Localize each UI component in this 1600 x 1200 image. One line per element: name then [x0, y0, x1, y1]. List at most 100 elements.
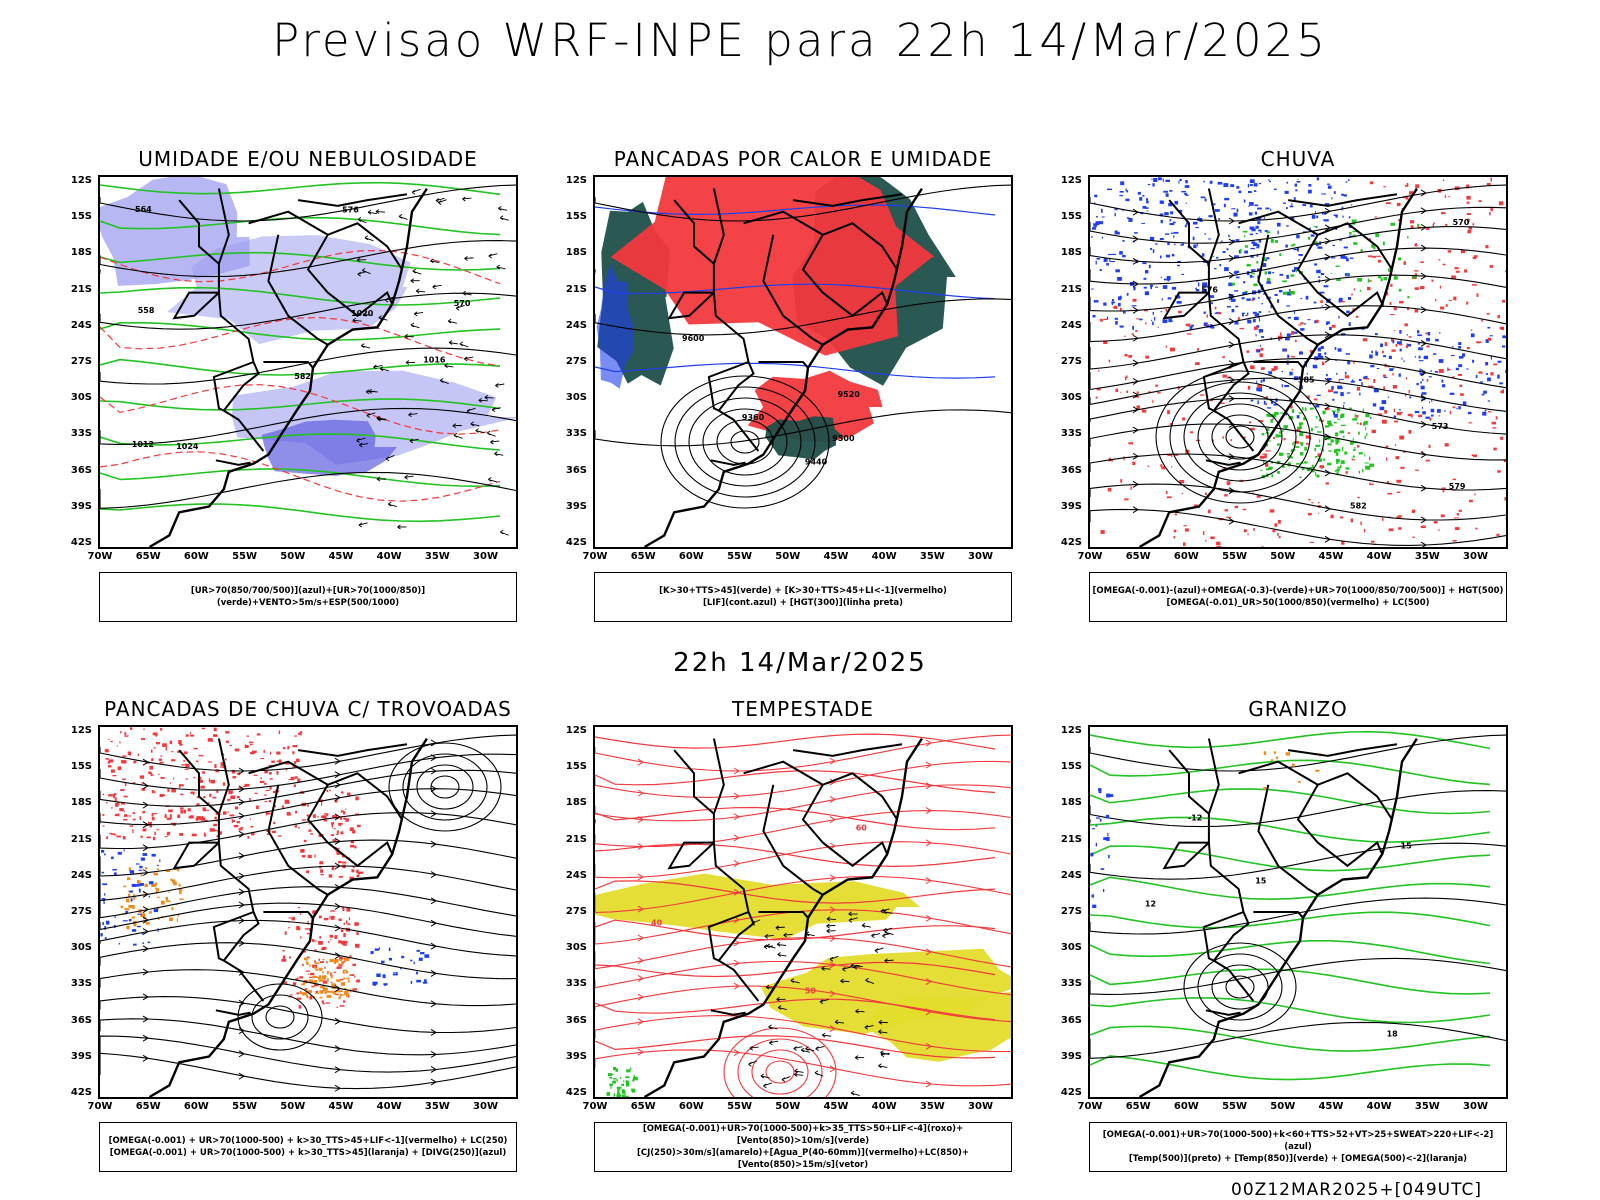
lat-tick-label: 42S: [565, 1087, 587, 1098]
legend-line-1: [UR>70(850/700/500)](azul)+[UR>70(1000/8…: [190, 586, 426, 608]
lon-tick-label: 60W: [1173, 551, 1199, 562]
map-umidade: 1012 1016 1020 1024 570 576 582 564 558: [98, 175, 518, 549]
lon-tick-label: 65W: [1125, 1101, 1151, 1112]
lon-tick-label: 65W: [1125, 551, 1151, 562]
lat-tick-label: 30S: [1060, 392, 1082, 404]
contour-label: 9520: [838, 390, 861, 399]
political-borders: [667, 188, 903, 466]
panel-tempestade: TEMPESTADE 50 40 60 [OMEGA(-0.001)+UR>70(1…: [553, 697, 1053, 1197]
lon-tick-label: 30W: [1463, 551, 1488, 562]
lon-tick-label: 30W: [473, 551, 498, 562]
panel-pancadas-calor: PANCADAS POR CALOR E UMIDADE 9600 9520 944…: [553, 147, 1053, 647]
lat-tick-label: 12S: [1060, 175, 1082, 186]
contour-label: 18: [1387, 1029, 1399, 1038]
temp-labels: -12 -15 12 15 18: [1145, 814, 1412, 1039]
panel-legend: [OMEGA(-0.001)-(azul)+OMEGA(-0.3)-(verde…: [1089, 572, 1507, 622]
lat-tick-label: 24S: [565, 319, 587, 331]
panel-title: PANCADAS POR CALOR E UMIDADE: [613, 147, 993, 171]
legend-line-2: [Temp(500)](preto) + [Temp(850)](verde) …: [1128, 1154, 1468, 1164]
political-borders: [667, 738, 903, 1016]
lat-tick-label: 21S: [1060, 833, 1082, 845]
lon-tick-label: 55W: [232, 551, 258, 562]
coastline: [100, 187, 428, 547]
lon-tick-label: 40W: [871, 551, 897, 562]
map-canvas: 1012 1016 1020 1024 570 576 582 564 558: [100, 177, 516, 547]
lat-tick-label: 21S: [70, 833, 92, 845]
lon-tick-label: 50W: [1270, 1101, 1296, 1112]
panel-granizo: GRANIZO -12 -15 12 15 18 [OMEGA(-0.001)+UR>7…: [1048, 697, 1548, 1197]
political-borders: [1162, 188, 1398, 466]
lon-tick-label: 70W: [87, 1101, 113, 1112]
lat-tick-label: 12S: [1060, 725, 1082, 736]
coastline: [100, 737, 428, 1097]
divergence-blue: [370, 947, 430, 986]
lat-tick-label: 18S: [565, 797, 587, 809]
contour-label: 60: [856, 823, 868, 832]
lon-tick-label: 40W: [1366, 1101, 1392, 1112]
legend-line-2: [OMEGA(-0.001) + UR>70(1000-500) + k>30_…: [109, 1148, 507, 1158]
lat-tick-label: 30S: [70, 942, 92, 954]
omega-green-area: [1212, 219, 1420, 299]
lon-tick-label: 40W: [376, 551, 402, 562]
lon-tick-label: 40W: [1366, 551, 1392, 562]
lon-tick-label: 60W: [1173, 1101, 1199, 1112]
legend-line-1: [OMEGA(-0.001) + UR>70(1000-500) + k>30_…: [108, 1136, 508, 1146]
lat-tick-label: 18S: [70, 247, 92, 259]
contour-label: 12: [1145, 899, 1156, 908]
contour-label: 9600: [682, 334, 705, 343]
lat-tick-label: 27S: [1060, 356, 1082, 367]
hgt300-contours: [595, 184, 1011, 447]
lon-tick-label: 40W: [871, 1101, 897, 1112]
lat-tick-label: 30S: [565, 392, 587, 404]
lat-tick-label: 36S: [70, 464, 92, 476]
lat-tick-label: 27S: [70, 906, 92, 917]
jet-core-yellow: [595, 873, 921, 940]
streamlines-lc850: [595, 734, 1011, 1088]
legend-line-1: [OMEGA(-0.001)+UR>70(1000-500)+k>35_TTS>…: [642, 1124, 964, 1146]
lon-tick-label: 50W: [1270, 551, 1296, 562]
lat-tick-label: 24S: [70, 869, 92, 881]
lon-tick-label: 35W: [1414, 551, 1440, 562]
lat-tick-label: 18S: [565, 247, 587, 259]
contour-label: 576: [342, 206, 359, 215]
lat-tick-label: 33S: [70, 978, 92, 990]
panel-title: UMIDADE E/OU NEBULOSIDADE: [138, 147, 478, 171]
lon-tick-label: 35W: [424, 551, 450, 562]
divergence-blue: [100, 849, 161, 946]
panel-legend: [UR>70(850/700/500)](azul)+[UR>70(1000/8…: [99, 572, 517, 622]
map-trovoadas: [98, 725, 518, 1099]
lat-tick-label: 21S: [70, 283, 92, 295]
lon-tick-label: 60W: [183, 551, 209, 562]
contour-label: 582: [1350, 502, 1367, 511]
wind-vectors: [352, 188, 509, 536]
page-title: Previsao WRF-INPE para 22h 14/Mar/2025: [272, 14, 1328, 67]
lon-tick-label: 60W: [678, 1101, 704, 1112]
lon-tick-label: 45W: [1318, 551, 1344, 562]
lon-tick-label: 30W: [473, 1101, 498, 1112]
lon-tick-label: 35W: [919, 551, 945, 562]
isobar-labels: 1012 1016 1020 1024 570 576 582 564 558: [132, 205, 471, 451]
lon-tick-label: 70W: [1077, 551, 1103, 562]
contour-label: 573: [1432, 422, 1449, 431]
legend-line-2: [OMEGA(-0.01)_UR>50(1000/850)(vermelho) …: [1166, 598, 1430, 608]
lat-tick-label: 12S: [70, 725, 92, 736]
lat-tick-label: 36S: [70, 1014, 92, 1026]
streamlines-lc250: [100, 734, 516, 1092]
jet-core-yellow: [863, 991, 1011, 1062]
political-borders: [172, 188, 408, 466]
lon-tick-label: 70W: [1077, 1101, 1103, 1112]
lat-tick-label: 39S: [70, 1050, 92, 1062]
thickness-contours: [100, 249, 501, 502]
coastline: [1090, 737, 1418, 1097]
lat-tick-label: 36S: [565, 1014, 587, 1026]
contour-label: 585: [1298, 376, 1315, 385]
panel-legend: [OMEGA(-0.001) + UR>70(1000-500) + k>30_…: [99, 1122, 517, 1172]
lon-tick-label: 35W: [919, 1101, 945, 1112]
lon-tick-label: 65W: [135, 1101, 161, 1112]
political-borders: [1162, 738, 1398, 1016]
temp-500-contours: [1090, 734, 1506, 1059]
humidity-core: [261, 419, 397, 476]
lon-tick-label: 55W: [727, 551, 753, 562]
lat-tick-label: 27S: [565, 356, 587, 367]
lat-tick-label: 21S: [565, 833, 587, 845]
